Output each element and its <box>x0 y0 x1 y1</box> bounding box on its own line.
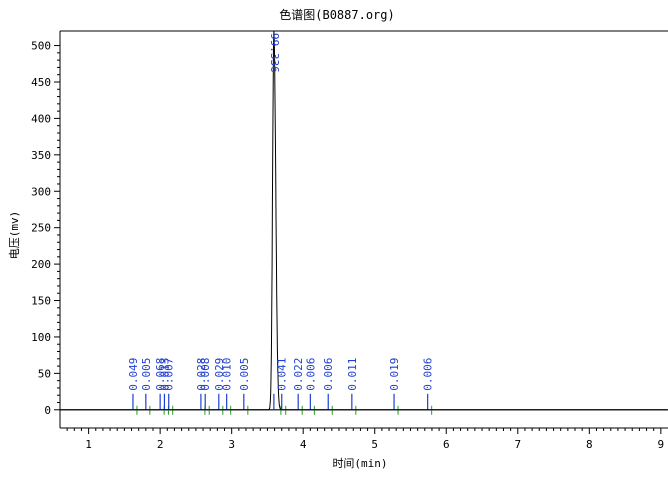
peak-area-label: 0.006 <box>422 358 435 391</box>
peak-area-label: 0.005 <box>140 358 153 391</box>
peak-area-label: 0.028 <box>195 358 208 391</box>
peak-area-label: 0.011 <box>346 358 359 391</box>
y-tick-label: 350 <box>31 149 51 162</box>
y-tick-label: 100 <box>31 331 51 344</box>
y-tick-label: 450 <box>31 76 51 89</box>
peak-area-label: 0.006 <box>322 358 335 391</box>
y-axis-label: 电压(mv) <box>8 211 21 260</box>
peak-area-label: 0.010 <box>221 358 234 391</box>
y-tick-label: 150 <box>31 295 51 308</box>
signal-trace <box>60 30 668 411</box>
x-tick-label: 5 <box>371 438 378 451</box>
x-tick-label: 8 <box>586 438 593 451</box>
x-tick-label: 2 <box>157 438 164 451</box>
peak-area-label: 99.336 <box>268 33 281 73</box>
peak-area-label: 0.041 <box>276 358 289 391</box>
peak-area-label: 0.006 <box>304 358 317 391</box>
y-tick-label: 0 <box>44 404 51 417</box>
y-tick-label: 400 <box>31 112 51 125</box>
peak-area-label: 0.068 <box>154 358 167 391</box>
peak-area-label: 0.029 <box>213 358 226 391</box>
y-tick-label: 250 <box>31 222 51 235</box>
y-tick-label: 50 <box>38 367 51 380</box>
y-tick-label: 200 <box>31 258 51 271</box>
y-tick-label: 300 <box>31 185 51 198</box>
x-tick-label: 7 <box>514 438 521 451</box>
peak-markers <box>132 393 433 415</box>
peak-area-label: 0.013 <box>158 358 171 391</box>
x-tick-label: 6 <box>443 438 450 451</box>
x-tick-label: 9 <box>658 438 665 451</box>
chart-title: 色谱图(B0887.org) <box>279 8 394 22</box>
x-tick-label: 1 <box>85 438 92 451</box>
peak-area-label: 0.007 <box>163 358 176 391</box>
peak-area-label: 0.049 <box>127 358 140 391</box>
peak-area-label: 0.008 <box>199 358 212 391</box>
y-tick-label: 500 <box>31 40 51 53</box>
peak-area-label: 0.005 <box>238 358 251 391</box>
peak-area-label: 0.019 <box>388 358 401 391</box>
x-axis-label: 时间(min) <box>332 457 387 470</box>
x-tick-label: 3 <box>228 438 235 451</box>
peak-area-label: 0.022 <box>292 358 305 391</box>
x-tick-label: 4 <box>300 438 307 451</box>
